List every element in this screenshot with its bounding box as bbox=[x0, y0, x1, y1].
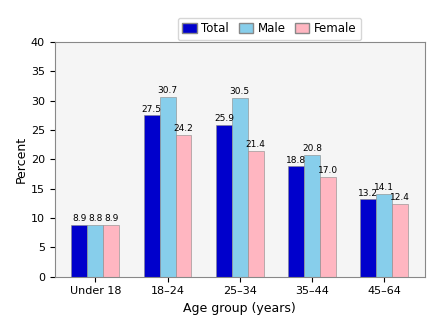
Bar bbox=[88, 225, 103, 277]
Legend: Total, Male, Female: Total, Male, Female bbox=[178, 17, 361, 40]
Bar bbox=[376, 194, 392, 277]
Text: 17.0: 17.0 bbox=[318, 166, 338, 175]
Bar bbox=[248, 151, 264, 277]
Bar bbox=[216, 125, 232, 277]
Bar bbox=[320, 177, 336, 277]
Text: 20.8: 20.8 bbox=[302, 144, 322, 153]
Bar bbox=[288, 166, 304, 277]
Bar bbox=[160, 97, 176, 277]
Text: 27.5: 27.5 bbox=[142, 105, 161, 114]
Bar bbox=[392, 204, 408, 277]
Bar bbox=[103, 224, 119, 277]
Bar bbox=[360, 199, 376, 277]
Text: 24.2: 24.2 bbox=[173, 124, 193, 133]
Bar bbox=[144, 115, 160, 277]
Text: 21.4: 21.4 bbox=[246, 141, 266, 149]
Text: 8.9: 8.9 bbox=[104, 214, 118, 223]
Text: 12.4: 12.4 bbox=[390, 193, 410, 202]
X-axis label: Age group (years): Age group (years) bbox=[183, 302, 296, 315]
Text: 18.8: 18.8 bbox=[286, 156, 306, 165]
Bar bbox=[232, 98, 248, 277]
Bar bbox=[71, 224, 88, 277]
Text: 14.1: 14.1 bbox=[374, 183, 394, 192]
Text: 25.9: 25.9 bbox=[214, 114, 234, 123]
Text: 13.2: 13.2 bbox=[359, 188, 378, 198]
Text: 8.9: 8.9 bbox=[72, 214, 87, 223]
Text: 8.8: 8.8 bbox=[88, 214, 103, 223]
Text: 30.5: 30.5 bbox=[230, 87, 250, 96]
Bar bbox=[304, 155, 320, 277]
Bar bbox=[176, 135, 191, 277]
Text: 30.7: 30.7 bbox=[158, 86, 178, 95]
Y-axis label: Percent: Percent bbox=[15, 136, 28, 183]
